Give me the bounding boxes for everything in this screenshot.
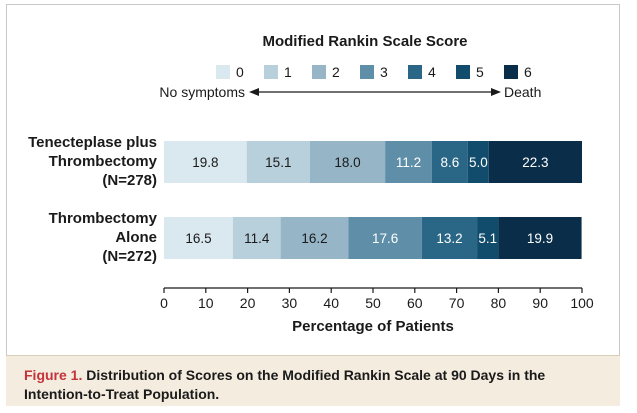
bar-value-label: 22.3: [522, 155, 548, 170]
bar-segment: [477, 217, 499, 259]
legend-label-2: 2: [332, 64, 340, 80]
caption-text: Distribution of Scores on the Modified R…: [24, 367, 546, 402]
x-tick-label: 90: [532, 295, 548, 311]
category-label-line: Alone: [115, 229, 157, 246]
bar-value-label: 16.5: [185, 231, 211, 246]
legend-label-0: 0: [236, 64, 244, 80]
legend-swatch-3: [360, 65, 374, 79]
category-label-line: (N=272): [102, 248, 157, 265]
legend-swatch-5: [456, 65, 470, 79]
bar-segment: [488, 141, 582, 183]
bar-value-label: 18.0: [334, 155, 360, 170]
category-label-line: (N=278): [102, 172, 157, 189]
legend-label-6: 6: [524, 64, 532, 80]
legend-swatch-1: [264, 65, 278, 79]
figure-frame: Modified Rankin Scale Score 0 1 2 3 4 5 6 No sym…: [6, 4, 620, 406]
scale-arrow-right-head: [491, 88, 501, 96]
scale-right-label: Death: [504, 84, 541, 100]
bar-segment: [467, 141, 489, 183]
scale-arrow-left-head: [249, 88, 259, 96]
bar-segment: [232, 217, 281, 259]
x-tick-label: 30: [282, 295, 298, 311]
chart-title: Modified Rankin Scale Score: [262, 33, 467, 50]
bar-value-label: 11.2: [396, 155, 421, 170]
figure-caption: Figure 1. Distribution of Scores on the …: [6, 355, 620, 406]
x-tick-label: 10: [198, 295, 214, 311]
x-tick-label: 0: [160, 295, 168, 311]
bar-segment: [164, 217, 233, 259]
x-tick-label: 20: [240, 295, 256, 311]
bar-value-label: 19.9: [527, 231, 553, 246]
stacked-bar-chart: Modified Rankin Scale Score 0 1 2 3 4 5 6 No sym…: [28, 33, 594, 335]
x-tick-label: 50: [365, 295, 381, 311]
x-tick-label: 80: [491, 295, 507, 311]
legend-swatch-4: [408, 65, 422, 79]
legend-swatch-2: [312, 65, 326, 79]
bar-value-label: 5.0: [469, 155, 488, 170]
legend-label-4: 4: [428, 64, 436, 80]
bar-value-label: 15.1: [265, 155, 291, 170]
bar-value-label: 17.6: [372, 231, 398, 246]
category-label-line: Thrombectomy: [49, 210, 158, 227]
x-axis-label: Percentage of Patients: [292, 318, 454, 335]
x-tick-label: 40: [323, 295, 339, 311]
bar-segment: [421, 217, 478, 259]
bar-value-label: 16.2: [301, 231, 327, 246]
scale-left-label: No symptoms: [159, 84, 245, 100]
bar-segment: [385, 141, 432, 183]
bar-segment: [246, 141, 310, 183]
bar-segment: [280, 217, 349, 259]
bar-segment: [431, 141, 468, 183]
bar-segment: [164, 141, 247, 183]
bar-value-label: 11.4: [244, 231, 270, 246]
bar-segment: [498, 217, 582, 259]
category-label-line: Thrombectomy: [49, 153, 158, 170]
x-tick-label: 100: [570, 295, 594, 311]
x-tick-label: 70: [449, 295, 465, 311]
x-tick-label: 60: [407, 295, 423, 311]
bar-segment: [309, 141, 386, 183]
legend-swatch-0: [216, 65, 230, 79]
bar-value-label: 5.1: [478, 231, 497, 246]
bar-value-label: 8.6: [441, 155, 460, 170]
legend-label-3: 3: [380, 64, 388, 80]
legend-swatch-6: [504, 65, 518, 79]
category-label-line: Tenecteplase plus: [28, 134, 157, 151]
legend-label-5: 5: [476, 64, 484, 80]
bar-segment: [348, 217, 422, 259]
legend-label-1: 1: [284, 64, 292, 80]
figure-label: Figure 1.: [24, 367, 83, 383]
bar-value-label: 13.2: [436, 231, 462, 246]
bar-value-label: 19.8: [192, 155, 218, 170]
